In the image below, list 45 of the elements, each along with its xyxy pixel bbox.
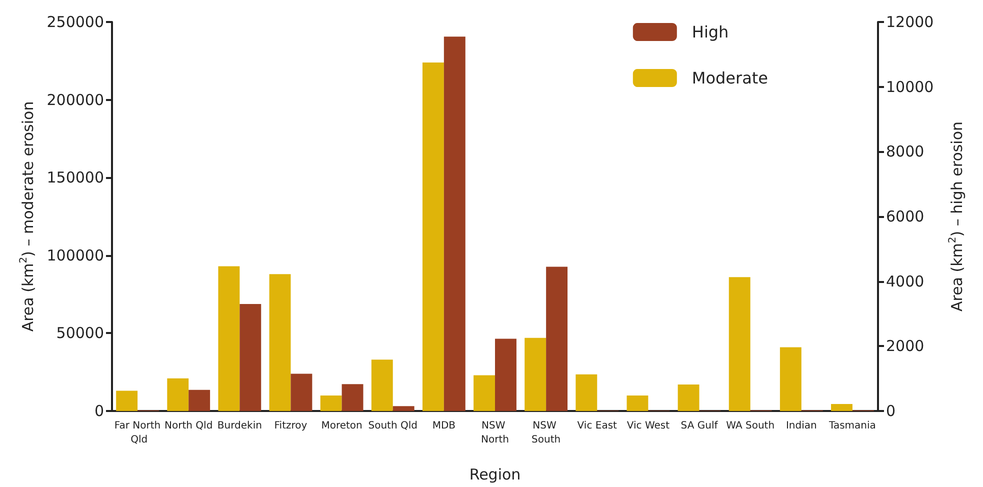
bar — [290, 374, 312, 411]
y2-tick-label: 4000 — [886, 272, 924, 290]
y2-tick-label: 0 — [886, 402, 896, 420]
y2-tick-label: 12000 — [886, 13, 934, 31]
x-tick-label: WA South — [726, 420, 775, 432]
y2-tick-label: 8000 — [886, 142, 924, 161]
y2-axis-title: Area (km2) – high erosion — [948, 121, 966, 312]
y-tick-label: 150000 — [46, 168, 104, 187]
bar — [116, 390, 138, 411]
y2-tick-label: 10000 — [886, 78, 934, 96]
x-tick-label: Vic East — [577, 420, 618, 432]
y2-tick-label: 2000 — [886, 337, 924, 356]
x-axis-title: Region — [469, 466, 521, 484]
bar — [576, 374, 598, 411]
y-tick-label: 250000 — [46, 13, 104, 31]
bar — [371, 360, 393, 411]
y-tick-label: 100000 — [46, 246, 104, 264]
x-tick-label: Indian — [786, 420, 817, 432]
x-tick-label: Burdekin — [217, 420, 262, 432]
x-tick-label: SA Gulf — [680, 420, 718, 432]
x-tick-label: NSW North — [481, 420, 509, 446]
bar — [269, 274, 291, 411]
bar — [780, 347, 802, 411]
y-tick-label: 200000 — [46, 90, 104, 109]
x-tick-label: Fitzroy — [274, 420, 308, 432]
x-tick-label: Far North Qld — [114, 420, 161, 446]
bar — [495, 338, 516, 411]
y-tick-label: 0 — [94, 402, 104, 420]
legend-label: Moderate — [692, 68, 768, 88]
x-tick-label: Vic West — [626, 420, 670, 432]
x-tick-label: Tasmania — [828, 420, 876, 432]
bar — [392, 406, 414, 411]
x-tick-label: South Qld — [368, 420, 418, 432]
x-tick-label: NSW South — [532, 420, 561, 446]
x-tick-label: MDB — [432, 420, 456, 432]
x-tick-label: Moreton — [321, 420, 362, 432]
bar — [831, 404, 852, 411]
y-axis-title: Area (km2) – moderate erosion — [18, 101, 37, 332]
legend-label: High — [692, 22, 729, 42]
bar — [678, 384, 700, 411]
x-tick-label: North Qld — [164, 420, 213, 432]
y2-tick-label: 6000 — [886, 208, 924, 226]
y-tick-label: 50000 — [56, 324, 104, 342]
bar — [728, 277, 750, 411]
bar — [626, 395, 648, 411]
